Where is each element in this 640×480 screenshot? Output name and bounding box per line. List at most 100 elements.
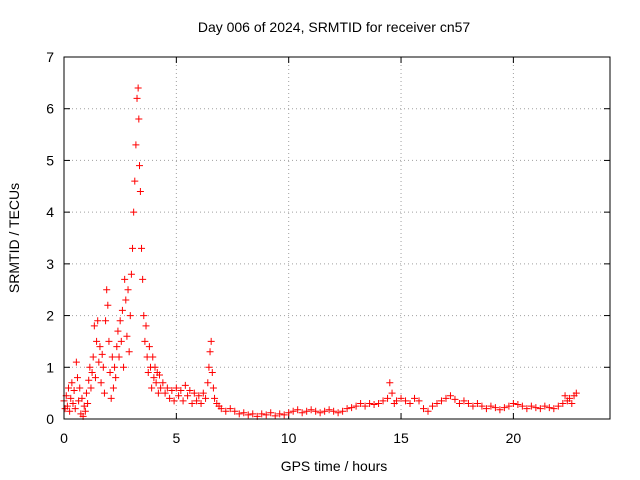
- data-point: [87, 384, 95, 392]
- data-point: [523, 405, 531, 413]
- data-point: [249, 410, 257, 418]
- data-point: [193, 397, 201, 405]
- data-points: [60, 84, 580, 420]
- data-point: [469, 402, 477, 410]
- data-point: [133, 94, 141, 102]
- data-point: [70, 387, 78, 395]
- data-point: [103, 286, 111, 294]
- data-point: [91, 374, 99, 382]
- data-point: [129, 244, 137, 252]
- data-point: [78, 394, 86, 402]
- data-point: [89, 353, 97, 361]
- data-point: [136, 187, 144, 195]
- data-point: [464, 399, 472, 407]
- data-point: [151, 363, 159, 371]
- data-point: [285, 409, 293, 417]
- data-point: [125, 348, 133, 356]
- y-tick-label: 5: [46, 152, 54, 168]
- data-point: [113, 343, 121, 351]
- data-point: [81, 407, 89, 415]
- data-point: [411, 394, 419, 402]
- data-point: [280, 411, 288, 419]
- data-point: [134, 84, 142, 92]
- data-point: [118, 306, 126, 314]
- data-point: [386, 379, 394, 387]
- data-point: [148, 384, 156, 392]
- data-point: [343, 405, 351, 413]
- data-point: [267, 409, 275, 417]
- data-point: [109, 384, 117, 392]
- data-point: [402, 397, 410, 405]
- data-point: [161, 389, 169, 397]
- data-point: [152, 379, 160, 387]
- data-point: [159, 379, 167, 387]
- data-point: [361, 402, 369, 410]
- y-axis-label: SRMTID / TECUs: [6, 183, 22, 293]
- data-point: [120, 363, 128, 371]
- data-point: [186, 387, 194, 395]
- data-point: [179, 397, 187, 405]
- plot-frame: [63, 56, 611, 420]
- data-point: [566, 394, 574, 402]
- data-point: [482, 405, 490, 413]
- data-point: [415, 397, 423, 405]
- data-point: [123, 332, 131, 340]
- data-point: [244, 411, 252, 419]
- data-point: [69, 399, 77, 407]
- data-point: [106, 368, 114, 376]
- data-point: [202, 394, 210, 402]
- data-point: [289, 407, 297, 415]
- data-point: [442, 394, 450, 402]
- data-point: [168, 387, 176, 395]
- data-point: [321, 407, 329, 415]
- x-tick-label: 15: [393, 430, 409, 446]
- data-point: [116, 317, 124, 325]
- y-tick-label: 2: [46, 308, 54, 324]
- data-point: [491, 404, 499, 412]
- data-point: [240, 409, 248, 417]
- data-point: [126, 312, 134, 320]
- data-point: [111, 363, 119, 371]
- data-point: [312, 407, 320, 415]
- data-point: [67, 394, 75, 402]
- data-point: [135, 115, 143, 123]
- data-point: [211, 394, 219, 402]
- data-point: [86, 363, 94, 371]
- data-point: [397, 394, 405, 402]
- data-point: [496, 406, 504, 414]
- data-point: [95, 358, 103, 366]
- data-point: [375, 399, 383, 407]
- data-point: [172, 384, 180, 392]
- data-point: [63, 402, 71, 410]
- data-point: [357, 399, 365, 407]
- data-point: [112, 374, 120, 382]
- data-point: [135, 162, 143, 170]
- y-tick-label: 4: [46, 204, 54, 220]
- data-point: [388, 389, 396, 397]
- data-point: [352, 402, 360, 410]
- data-point: [85, 376, 93, 384]
- data-point: [473, 399, 481, 407]
- data-point: [140, 312, 148, 320]
- data-point: [420, 405, 428, 413]
- data-point: [509, 399, 517, 407]
- data-point: [188, 399, 196, 407]
- data-point: [102, 317, 110, 325]
- data-point: [393, 397, 401, 405]
- data-point: [71, 405, 79, 413]
- data-point: [94, 317, 102, 325]
- axis-ticks: 0 5 10 15 20 0 1 2 3 4 5 6 7: [46, 49, 610, 446]
- data-point: [130, 208, 138, 216]
- data-point: [207, 337, 215, 345]
- data-point: [460, 397, 468, 405]
- data-point: [84, 399, 92, 407]
- data-point: [505, 402, 513, 410]
- data-point: [108, 353, 116, 361]
- data-point: [149, 353, 157, 361]
- data-point: [100, 389, 108, 397]
- data-point: [217, 405, 225, 413]
- data-point: [177, 387, 185, 395]
- data-point: [532, 404, 540, 412]
- data-point: [184, 392, 192, 400]
